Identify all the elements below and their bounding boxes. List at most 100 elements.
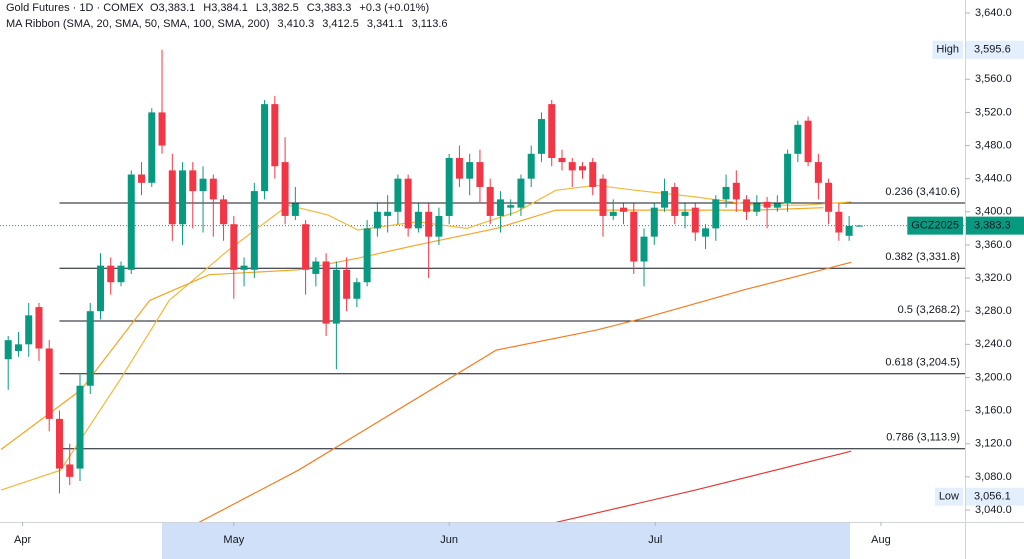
y-tick-label: 3,240.0 xyxy=(975,338,1012,350)
candle-body xyxy=(35,307,43,349)
candle-body xyxy=(804,120,812,163)
x-tick-label: Jul xyxy=(648,534,662,546)
x-tick-label: Aug xyxy=(871,534,891,546)
candle-body xyxy=(404,178,412,229)
candle-body xyxy=(117,265,125,283)
badge-name: GCZ2025 xyxy=(911,220,959,232)
candle-body xyxy=(578,166,586,171)
candle-body xyxy=(179,170,187,225)
candle-body xyxy=(620,207,628,212)
badge-name-bg xyxy=(934,487,963,506)
x-tick-label: Apr xyxy=(14,534,31,546)
candle-body xyxy=(230,224,238,270)
candle-body xyxy=(138,174,146,183)
candle-body xyxy=(671,186,679,216)
candle-body xyxy=(394,178,402,212)
candle-body xyxy=(384,211,392,216)
candle-body xyxy=(414,211,422,229)
candle-body xyxy=(66,464,74,477)
candle-body xyxy=(281,162,289,216)
ma-ribbon-title: MA Ribbon (SMA, 20, SMA, 50, SMA, 100, S… xyxy=(6,18,270,30)
candle-body xyxy=(343,269,351,299)
candle-body xyxy=(845,225,853,236)
candle-body xyxy=(784,153,792,204)
candle-body xyxy=(507,205,515,208)
candle-body xyxy=(661,191,669,208)
candle-body xyxy=(250,191,258,270)
candle-body xyxy=(609,211,617,216)
candle-body xyxy=(466,162,474,179)
candle-body xyxy=(753,203,761,212)
fib-label: 0.618 (3,204.5) xyxy=(885,357,960,369)
candle-body xyxy=(773,203,781,208)
candle-body xyxy=(814,162,822,183)
candle-body xyxy=(312,261,320,274)
candle-body xyxy=(55,418,63,469)
y-tick-label: 3,360.0 xyxy=(975,239,1012,251)
candle-body xyxy=(148,112,156,183)
candle-body xyxy=(486,186,494,216)
candle-body xyxy=(722,186,730,200)
candle-body xyxy=(199,178,207,192)
badge-name: Low xyxy=(939,491,959,503)
candle-body xyxy=(45,348,53,419)
fib-label: 0.5 (3,268.2) xyxy=(898,304,960,316)
ma-value-label: 3,113.6 xyxy=(412,18,448,30)
candle-body xyxy=(158,112,166,146)
candle-body xyxy=(353,282,361,299)
y-tick-label: 3,080.0 xyxy=(975,471,1012,483)
candle-body xyxy=(25,315,33,345)
candle-body xyxy=(322,261,330,324)
header-title: Gold Futures · 1D · COMEX xyxy=(6,2,144,14)
y-tick-label: 3,560.0 xyxy=(975,73,1012,85)
candle-body xyxy=(189,170,197,192)
x-tick-label: Jun xyxy=(440,534,458,546)
plot-area xyxy=(0,49,965,522)
candle-body xyxy=(743,199,751,212)
candle-body xyxy=(681,211,689,216)
ohlc-label: L3,382.5 xyxy=(256,2,299,14)
y-tick-label: 3,160.0 xyxy=(975,404,1012,416)
badge-value-bg xyxy=(966,216,1024,235)
candle-body xyxy=(527,153,535,179)
candle-body xyxy=(271,104,279,167)
candle-body xyxy=(220,199,228,225)
ma-line xyxy=(555,450,852,522)
candle-body xyxy=(763,201,771,208)
candle-body xyxy=(537,119,545,154)
candle-body xyxy=(548,104,556,158)
candle-body xyxy=(107,265,115,283)
y-tick-label: 3,440.0 xyxy=(975,173,1012,185)
candle-body xyxy=(855,225,863,227)
y-tick-label: 3,040.0 xyxy=(975,504,1012,516)
y-tick-label: 3,200.0 xyxy=(975,371,1012,383)
y-tick-label: 3,320.0 xyxy=(975,272,1012,284)
y-tick-label: 3,400.0 xyxy=(975,206,1012,218)
candle-body xyxy=(476,162,484,187)
ohlc-label: O3,383.1 xyxy=(150,2,195,14)
y-tick-label: 3,520.0 xyxy=(975,106,1012,118)
badge-name-bg xyxy=(932,40,963,59)
fib-label: 0.236 (3,410.6) xyxy=(885,186,960,198)
candle-body xyxy=(630,211,638,262)
candle-body xyxy=(425,211,433,237)
badge-value-bg xyxy=(966,487,1024,506)
badge-value: 3,595.6 xyxy=(974,44,1011,56)
candle-body xyxy=(589,162,597,187)
badge-name: High xyxy=(936,44,959,56)
y-tick-label: 3,280.0 xyxy=(975,305,1012,317)
ohlc-label: C3,383.3 xyxy=(307,2,352,14)
candle-body xyxy=(291,203,299,216)
candle-body xyxy=(640,236,648,262)
candle-body xyxy=(76,385,84,469)
candle-body xyxy=(691,207,699,233)
badge-value-bg xyxy=(966,40,1024,59)
candle-body xyxy=(240,265,248,270)
candle-body xyxy=(373,211,381,229)
candle-body xyxy=(496,199,504,216)
candle-body xyxy=(168,170,176,225)
fib-label: 0.382 (3,331.8) xyxy=(885,251,960,263)
candle-body xyxy=(558,157,566,163)
y-tick-label: 3,480.0 xyxy=(975,139,1012,151)
